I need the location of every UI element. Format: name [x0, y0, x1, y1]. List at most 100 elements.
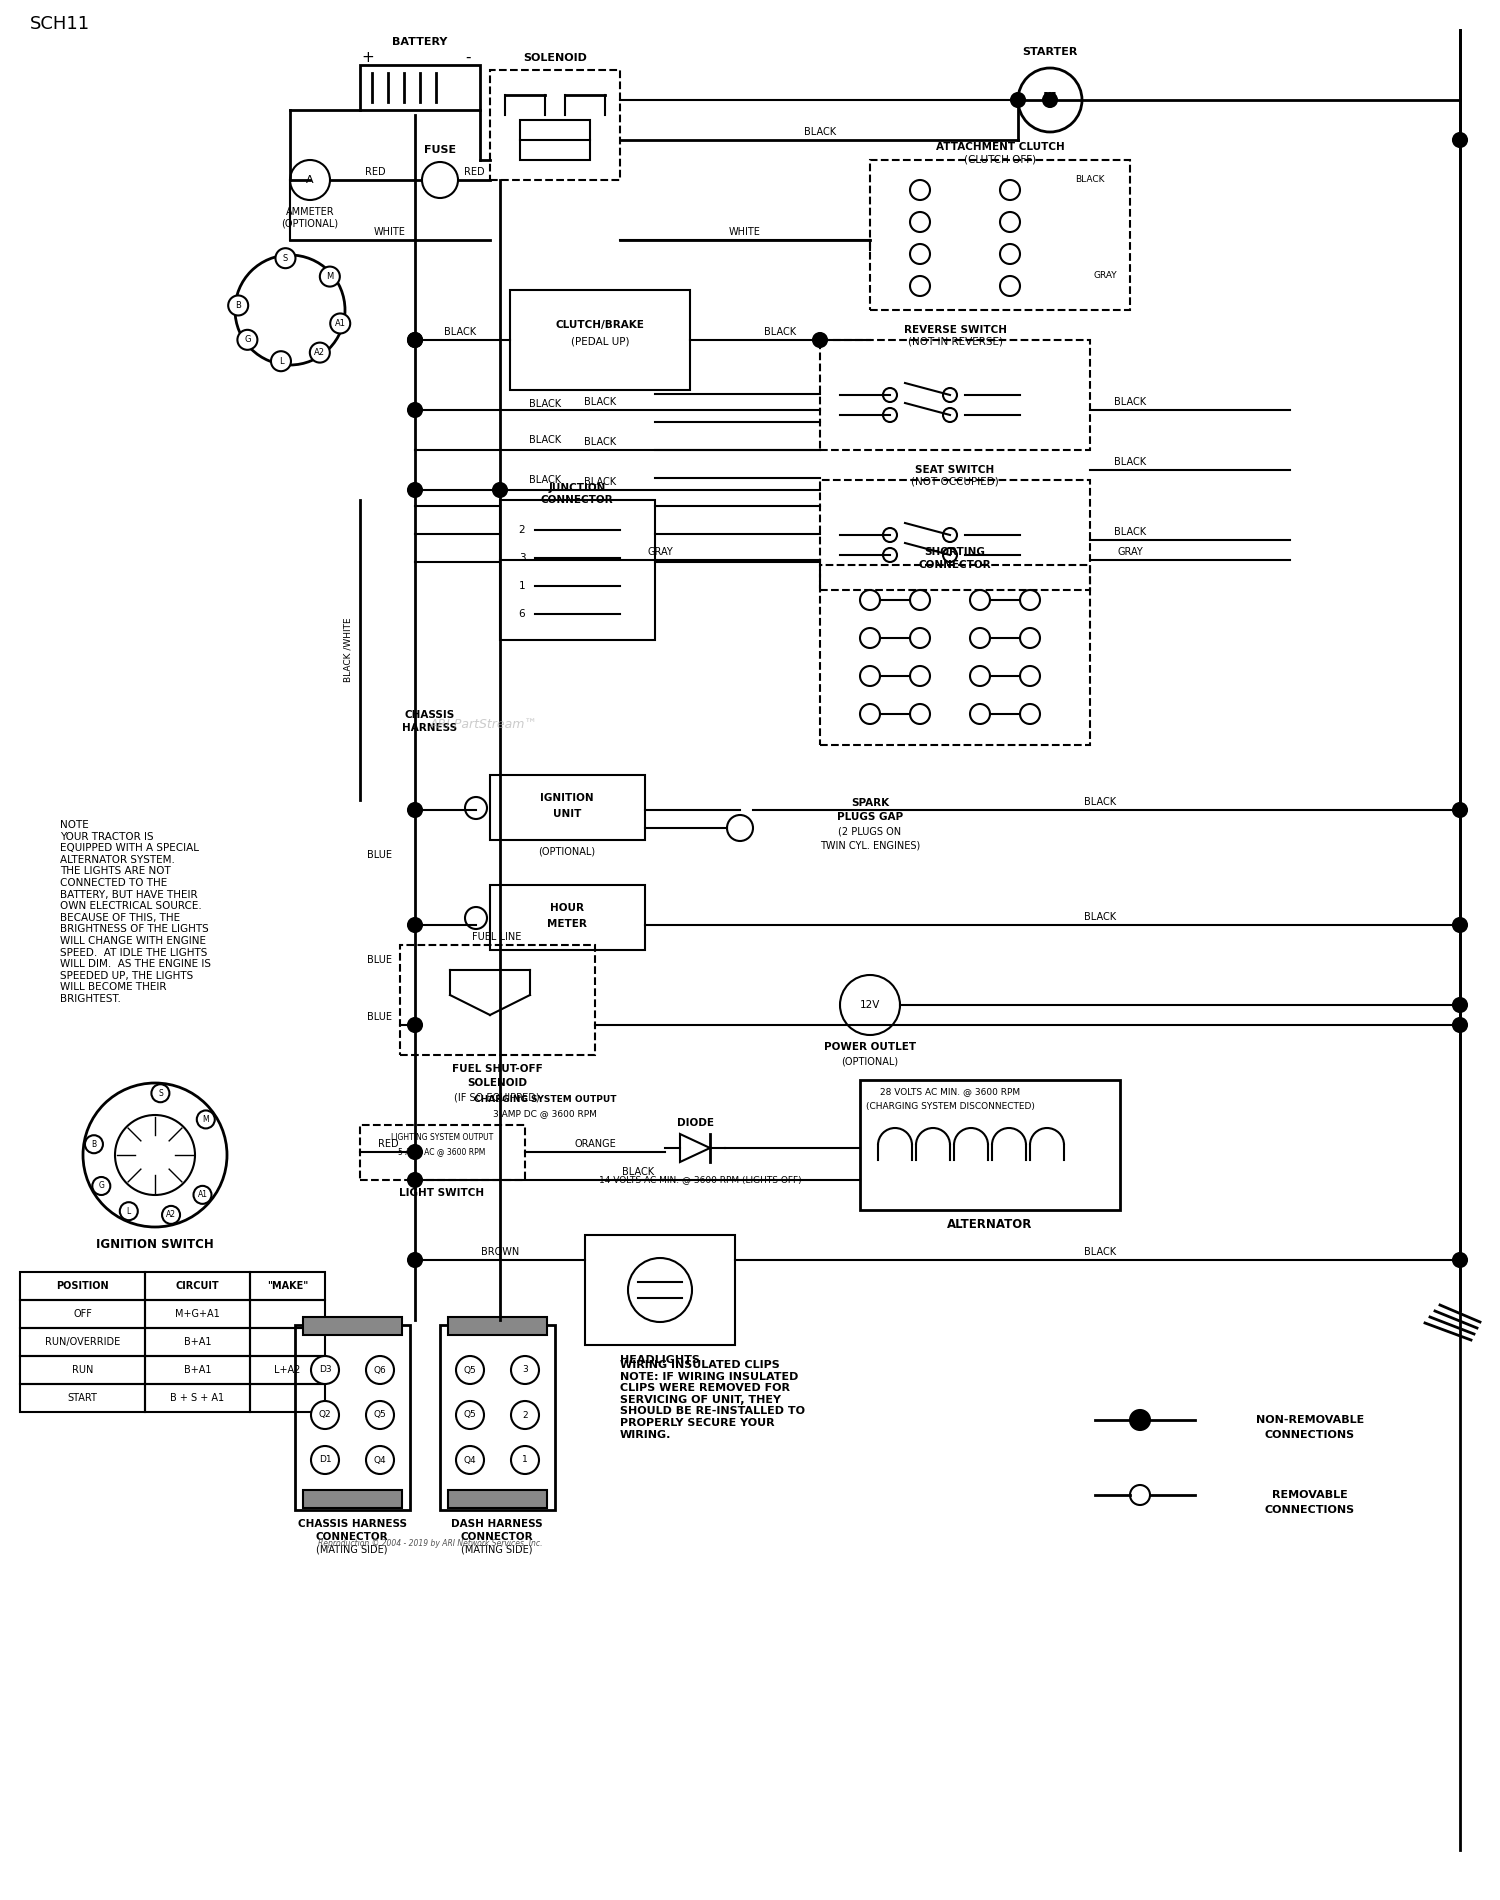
Circle shape: [813, 332, 826, 348]
Circle shape: [465, 906, 488, 929]
Text: (NOT IN REVERSE): (NOT IN REVERSE): [908, 336, 1002, 348]
Text: IGNITION SWITCH: IGNITION SWITCH: [96, 1239, 214, 1252]
Circle shape: [330, 314, 350, 334]
Text: UNIT: UNIT: [554, 809, 580, 819]
Circle shape: [970, 705, 990, 724]
Text: CONNECTOR: CONNECTOR: [315, 1531, 388, 1543]
Circle shape: [884, 408, 897, 422]
Text: BLACK: BLACK: [584, 477, 616, 486]
Text: L: L: [279, 357, 284, 365]
Circle shape: [859, 629, 880, 648]
Text: 1: 1: [519, 581, 525, 591]
Text: A2: A2: [315, 348, 326, 357]
Circle shape: [1000, 180, 1020, 200]
Bar: [303, 1317, 402, 1336]
Circle shape: [910, 629, 930, 648]
Text: CHASSIS HARNESS: CHASSIS HARNESS: [297, 1518, 406, 1530]
Text: BLUE: BLUE: [368, 956, 393, 965]
Text: (2 PLUGS ON: (2 PLUGS ON: [839, 826, 902, 836]
Bar: [360, 65, 480, 110]
Bar: [360, 1125, 525, 1180]
Text: 12V: 12V: [859, 999, 880, 1011]
Circle shape: [320, 266, 340, 287]
Circle shape: [970, 629, 990, 648]
Bar: [251, 1271, 326, 1300]
Text: A: A: [306, 175, 314, 184]
Circle shape: [910, 213, 930, 232]
Bar: [821, 564, 1090, 745]
Text: M+G+A1: M+G+A1: [176, 1309, 220, 1319]
Text: BLACK: BLACK: [530, 475, 561, 484]
Text: A1: A1: [334, 319, 345, 329]
Circle shape: [910, 276, 930, 296]
Circle shape: [86, 1134, 104, 1153]
Text: M: M: [202, 1115, 208, 1125]
Text: 28 VOLTS AC MIN. @ 3600 RPM: 28 VOLTS AC MIN. @ 3600 RPM: [880, 1087, 1020, 1096]
Circle shape: [840, 975, 900, 1036]
Text: ALTERNATOR: ALTERNATOR: [948, 1218, 1032, 1231]
Text: BROWN: BROWN: [482, 1246, 519, 1258]
Text: D1: D1: [318, 1455, 332, 1465]
Text: 5 AMP AC @ 3600 RPM: 5 AMP AC @ 3600 RPM: [399, 1148, 486, 1157]
Circle shape: [237, 331, 258, 350]
Text: S: S: [158, 1089, 164, 1098]
Text: Q2: Q2: [318, 1410, 332, 1419]
Text: CHARGING SYSTEM OUTPUT: CHARGING SYSTEM OUTPUT: [474, 1096, 616, 1104]
Bar: [440, 1324, 555, 1510]
Circle shape: [162, 1206, 180, 1224]
Text: SPARK: SPARK: [850, 798, 889, 808]
Circle shape: [1130, 1486, 1150, 1505]
Circle shape: [408, 918, 422, 933]
Text: 14 VOLTS AC MIN. @ 3600 RPM (LIGHTS OFF): 14 VOLTS AC MIN. @ 3600 RPM (LIGHTS OFF): [598, 1176, 801, 1184]
Bar: [490, 775, 645, 840]
Circle shape: [1454, 804, 1467, 817]
Text: Q6: Q6: [374, 1366, 387, 1374]
Circle shape: [408, 1018, 422, 1032]
Circle shape: [272, 352, 291, 370]
Circle shape: [884, 388, 897, 403]
Circle shape: [1020, 591, 1040, 610]
Text: Q5: Q5: [464, 1410, 477, 1419]
Bar: [146, 1300, 250, 1328]
Text: RED: RED: [364, 167, 386, 177]
Bar: [448, 1317, 548, 1336]
Text: (CHARGING SYSTEM DISCONNECTED): (CHARGING SYSTEM DISCONNECTED): [865, 1102, 1035, 1110]
Text: CONNECTOR: CONNECTOR: [540, 496, 614, 505]
Circle shape: [859, 705, 880, 724]
Circle shape: [236, 255, 345, 365]
Circle shape: [194, 1186, 211, 1205]
Text: BLACK: BLACK: [1114, 458, 1146, 467]
Circle shape: [1020, 705, 1040, 724]
Circle shape: [1020, 667, 1040, 686]
Text: B+A1: B+A1: [183, 1338, 211, 1347]
Circle shape: [859, 591, 880, 610]
Bar: [146, 1357, 250, 1383]
Circle shape: [512, 1357, 538, 1383]
Text: HOUR: HOUR: [550, 902, 584, 914]
Circle shape: [970, 667, 990, 686]
Text: 3: 3: [519, 553, 525, 562]
Text: DASH HARNESS: DASH HARNESS: [452, 1518, 543, 1530]
Circle shape: [152, 1085, 170, 1102]
Text: SOLENOID: SOLENOID: [524, 53, 586, 63]
Text: BLACK: BLACK: [1114, 397, 1146, 407]
Circle shape: [456, 1400, 484, 1429]
Circle shape: [1454, 918, 1467, 933]
Circle shape: [1000, 276, 1020, 296]
Bar: [20, 1357, 146, 1383]
Circle shape: [884, 528, 897, 542]
Text: BLACK: BLACK: [1084, 912, 1116, 922]
Text: WHITE: WHITE: [729, 226, 760, 238]
Text: METER: METER: [548, 920, 586, 929]
Circle shape: [1042, 93, 1058, 106]
Bar: [490, 70, 620, 180]
Bar: [146, 1271, 250, 1300]
Bar: [490, 885, 645, 950]
Text: AMMETER: AMMETER: [285, 207, 334, 217]
Text: JUNCTION: JUNCTION: [549, 483, 606, 492]
Bar: [20, 1328, 146, 1357]
Text: Reproduction © 2004 - 2019 by ARI Network Services, Inc.: Reproduction © 2004 - 2019 by ARI Networ…: [318, 1539, 543, 1548]
Text: CHASSIS: CHASSIS: [405, 711, 454, 720]
Text: BLACK: BLACK: [444, 327, 476, 336]
Text: CONNECTOR: CONNECTOR: [918, 560, 992, 570]
